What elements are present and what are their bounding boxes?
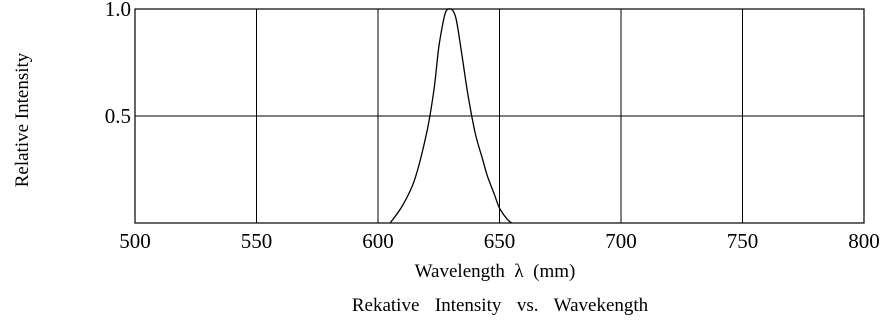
- grid: [135, 9, 864, 223]
- y-tick-label: 1.0: [105, 0, 131, 21]
- x-axis-label: Wavelength λ (mm): [415, 261, 576, 282]
- y-axis-label: Relative Intensity: [12, 52, 33, 187]
- x-tick-label: 750: [727, 229, 759, 253]
- chart-title: Rekative Intensity vs. Wavekength: [352, 295, 649, 316]
- y-tick-labels: 0.5 1.0: [105, 0, 131, 128]
- y-tick-label: 0.5: [105, 104, 131, 128]
- x-tick-label: 550: [241, 229, 273, 253]
- x-tick-label: 800: [848, 229, 880, 253]
- x-tick-label: 500: [119, 229, 151, 253]
- x-tick-labels: 500 550 600 650 700 750 800: [119, 229, 880, 253]
- x-tick-label: 700: [605, 229, 637, 253]
- x-tick-label: 650: [484, 229, 516, 253]
- x-tick-label: 600: [362, 229, 394, 253]
